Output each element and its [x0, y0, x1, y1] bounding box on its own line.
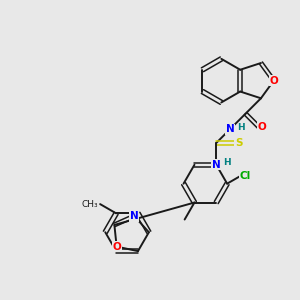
Text: H: H	[223, 158, 231, 167]
Text: CH₃: CH₃	[82, 200, 98, 208]
Text: H: H	[237, 123, 245, 132]
Text: Cl: Cl	[240, 171, 251, 181]
Text: N: N	[212, 160, 220, 170]
Text: N: N	[226, 124, 235, 134]
Text: N: N	[130, 211, 139, 221]
Text: O: O	[257, 122, 266, 132]
Text: O: O	[112, 242, 121, 252]
Text: S: S	[235, 138, 242, 148]
Text: O: O	[269, 76, 278, 85]
